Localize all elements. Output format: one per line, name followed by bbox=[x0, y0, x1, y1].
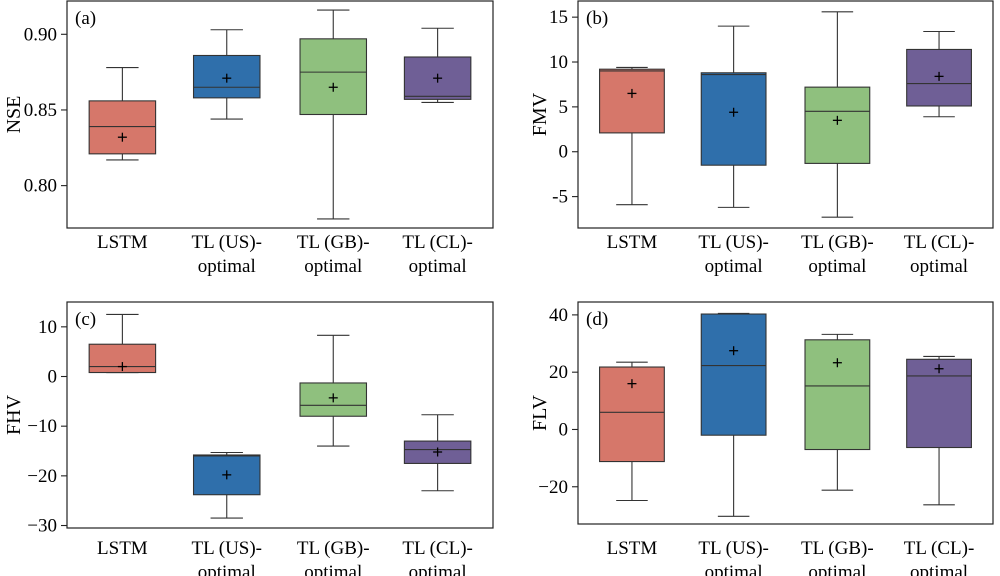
panel-tag: (c) bbox=[75, 309, 96, 330]
y-tick-label: 10 bbox=[38, 317, 57, 338]
x-category-label: TL (US)- bbox=[698, 538, 769, 559]
x-category-label: optimal bbox=[304, 562, 362, 576]
x-category-label: TL (CL)- bbox=[402, 232, 473, 253]
box-tl-gb-optimal bbox=[804, 11, 871, 218]
panel-tag: (b) bbox=[586, 8, 608, 29]
iqr-box bbox=[88, 100, 157, 155]
x-category-label: optimal bbox=[198, 562, 256, 576]
x-category-label: TL (GB)- bbox=[297, 232, 370, 253]
y-tick-label: 0 bbox=[48, 367, 58, 388]
panel-tag: (d) bbox=[586, 309, 608, 330]
y-tick-label: −20 bbox=[538, 477, 568, 498]
box-tl-cl-optimal bbox=[906, 355, 972, 506]
iqr-box bbox=[599, 68, 665, 134]
box-tl-us-optimal bbox=[700, 312, 767, 517]
x-category-label: TL (CL)- bbox=[904, 232, 975, 253]
iqr-box bbox=[906, 358, 972, 449]
x-category-label: optimal bbox=[409, 256, 467, 277]
y-tick-label: −30 bbox=[27, 516, 57, 537]
y-tick-label: −20 bbox=[27, 466, 57, 487]
x-category-label: TL (US)- bbox=[698, 232, 769, 253]
y-tick-label: -5 bbox=[552, 187, 568, 208]
iqr-box bbox=[804, 339, 871, 451]
x-category-label: LSTM bbox=[97, 232, 148, 253]
y-axis-label: NSE bbox=[3, 96, 25, 134]
x-category-label: optimal bbox=[808, 256, 866, 277]
x-category-label: TL (CL)- bbox=[402, 538, 473, 559]
x-category-label: optimal bbox=[705, 256, 763, 277]
box-tl-us-optimal bbox=[700, 25, 767, 208]
x-category-label: optimal bbox=[910, 562, 968, 576]
y-tick-label: −10 bbox=[27, 416, 57, 437]
panel-c: (c) −30 −20 −10 0 10 FHV LSTM TL (US)- optimal TL … bbox=[3, 301, 494, 576]
y-tick-label: 0.80 bbox=[24, 176, 57, 197]
x-category-label: TL (GB)- bbox=[801, 232, 874, 253]
panel-tag: (a) bbox=[75, 8, 96, 29]
box-lstm bbox=[599, 361, 665, 502]
y-tick-label: 5 bbox=[559, 97, 569, 118]
y-axis-label: FLV bbox=[529, 394, 551, 431]
panel-b: (b) -5 0 5 10 15 FMV LSTM TL (US)- optimal TL (GB)… bbox=[529, 0, 994, 277]
y-tick-label: 40 bbox=[549, 305, 568, 326]
y-tick-label: 0 bbox=[559, 142, 569, 163]
y-tick-label: 15 bbox=[549, 7, 568, 28]
plot-frame bbox=[66, 0, 494, 229]
y-tick-label: 20 bbox=[549, 362, 568, 383]
box-tl-us-optimal bbox=[192, 29, 261, 120]
x-category-label: TL (US)- bbox=[191, 538, 262, 559]
iqr-box bbox=[299, 38, 368, 116]
box-lstm bbox=[88, 313, 157, 374]
y-axis-label: FMV bbox=[529, 92, 551, 136]
box-tl-gb-optimal bbox=[299, 334, 368, 447]
x-category-label: LSTM bbox=[97, 538, 148, 559]
panel-d: (d) −20 0 20 40 FLV LSTM TL (US)- optimal TL (GB)… bbox=[529, 301, 994, 576]
box-tl-cl-optimal bbox=[403, 27, 472, 103]
x-category-label: TL (GB)- bbox=[801, 538, 874, 559]
x-category-label: LSTM bbox=[607, 538, 658, 559]
plot-frame bbox=[66, 301, 494, 529]
y-tick-label: 0 bbox=[559, 419, 569, 440]
iqr-box bbox=[700, 72, 767, 166]
iqr-box bbox=[192, 454, 261, 496]
x-category-label: optimal bbox=[705, 562, 763, 576]
box-tl-cl-optimal bbox=[906, 30, 972, 118]
box-tl-us-optimal bbox=[192, 451, 261, 519]
y-tick-label: 10 bbox=[549, 52, 568, 73]
box-tl-gb-optimal bbox=[299, 9, 368, 220]
box-lstm bbox=[599, 66, 665, 206]
plot-frame bbox=[577, 301, 994, 525]
x-category-label: LSTM bbox=[607, 232, 658, 253]
x-category-label: TL (GB)- bbox=[297, 538, 370, 559]
x-category-label: optimal bbox=[198, 256, 256, 277]
x-category-label: optimal bbox=[409, 562, 467, 576]
x-category-label: optimal bbox=[808, 562, 866, 576]
iqr-box bbox=[700, 313, 767, 436]
x-category-label: optimal bbox=[304, 256, 362, 277]
y-axis-label: FHV bbox=[3, 394, 25, 435]
plot-frame bbox=[577, 0, 994, 229]
x-category-label: TL (US)- bbox=[191, 232, 262, 253]
panel-a: (a) 0.80 0.85 0.90 NSE LSTM TL (US)- optimal TL … bbox=[3, 0, 494, 277]
iqr-box bbox=[804, 86, 871, 164]
box-lstm bbox=[88, 67, 157, 161]
x-category-label: TL (CL)- bbox=[904, 538, 975, 559]
y-tick-label: 0.90 bbox=[24, 24, 57, 45]
y-tick-label: 0.85 bbox=[24, 100, 57, 121]
box-tl-cl-optimal bbox=[403, 414, 472, 492]
x-category-label: optimal bbox=[910, 256, 968, 277]
box-tl-gb-optimal bbox=[804, 333, 871, 491]
